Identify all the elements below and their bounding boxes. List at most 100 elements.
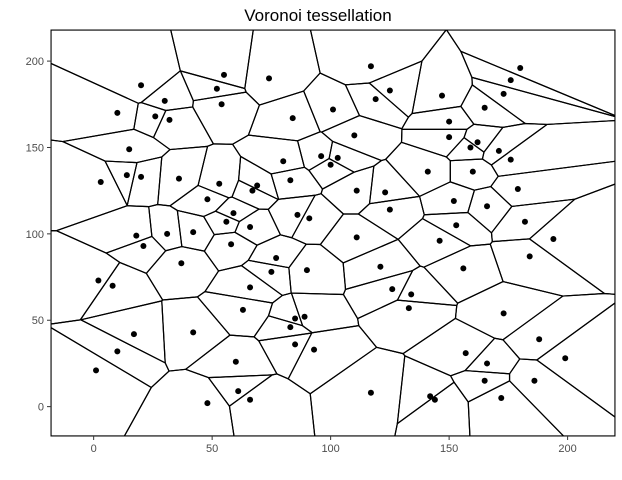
data-point bbox=[130, 331, 137, 338]
voronoi-cell bbox=[288, 243, 347, 296]
data-point bbox=[389, 286, 396, 293]
voronoi-cell bbox=[51, 30, 181, 104]
data-point bbox=[453, 222, 460, 229]
y-tick-label: 50 bbox=[32, 315, 44, 327]
data-point bbox=[126, 146, 133, 153]
data-point bbox=[164, 230, 171, 237]
data-point bbox=[521, 218, 528, 225]
voronoi-cell bbox=[270, 166, 324, 200]
x-tick-label: 200 bbox=[558, 443, 576, 455]
data-point bbox=[306, 215, 313, 222]
data-point bbox=[301, 313, 308, 320]
voronoi-cell bbox=[287, 325, 378, 395]
voronoi-cell bbox=[321, 114, 403, 162]
y-tick-label: 0 bbox=[38, 402, 44, 414]
data-point bbox=[230, 210, 237, 217]
voronoi-cell bbox=[385, 141, 451, 197]
voronoi-cell bbox=[423, 243, 504, 304]
data-point bbox=[474, 139, 481, 146]
data-point bbox=[123, 172, 130, 179]
data-point bbox=[481, 377, 488, 384]
data-point bbox=[138, 82, 145, 89]
data-point bbox=[161, 97, 168, 104]
data-point bbox=[95, 277, 102, 284]
data-point bbox=[280, 158, 287, 165]
chart-title: Voronoi tessellation bbox=[244, 6, 391, 25]
data-point bbox=[469, 168, 476, 175]
voronoi-cell bbox=[55, 205, 153, 254]
data-point bbox=[330, 106, 336, 113]
voronoi-cell bbox=[51, 62, 139, 143]
x-tick-label: 50 bbox=[206, 443, 218, 455]
voronoi-cell bbox=[528, 183, 615, 295]
voronoi-cell bbox=[214, 196, 260, 223]
voronoi-cell bbox=[368, 60, 423, 118]
voronoi-cell bbox=[402, 317, 496, 377]
data-point bbox=[190, 329, 197, 336]
data-point bbox=[462, 350, 469, 357]
voronoi-cell bbox=[536, 302, 615, 418]
voronoi-cell bbox=[490, 119, 615, 177]
data-point bbox=[232, 358, 239, 365]
data-point bbox=[292, 341, 299, 348]
data-point bbox=[427, 393, 434, 400]
data-point bbox=[249, 187, 256, 194]
data-point bbox=[152, 113, 159, 120]
data-point bbox=[367, 63, 374, 70]
data-point bbox=[536, 336, 543, 343]
data-point bbox=[495, 147, 502, 154]
voronoi-cell bbox=[196, 291, 274, 338]
data-point bbox=[405, 305, 412, 312]
data-point bbox=[178, 260, 185, 267]
voronoi-cell bbox=[418, 181, 476, 216]
voronoi-cell bbox=[357, 195, 425, 240]
data-point bbox=[351, 132, 358, 139]
data-point bbox=[204, 400, 211, 407]
plot-frame bbox=[50, 29, 616, 437]
y-tick-label: 200 bbox=[26, 56, 44, 68]
data-point bbox=[550, 236, 557, 243]
voronoi-cell bbox=[421, 211, 493, 247]
data-point bbox=[287, 177, 294, 184]
voronoi-cell bbox=[247, 90, 321, 142]
voronoi-cell bbox=[303, 72, 361, 133]
x-tick-label: 0 bbox=[91, 443, 97, 455]
y-tick-label: 150 bbox=[26, 142, 44, 154]
data-point bbox=[450, 198, 457, 205]
data-point bbox=[446, 118, 453, 125]
voronoi-cell bbox=[394, 381, 471, 436]
data-point bbox=[500, 90, 507, 97]
voronoi-cell bbox=[244, 30, 321, 106]
data-point bbox=[514, 185, 521, 192]
data-point bbox=[220, 71, 227, 78]
data-point bbox=[190, 229, 197, 236]
data-point bbox=[294, 211, 301, 218]
data-point bbox=[239, 306, 246, 313]
data-point bbox=[318, 153, 325, 160]
data-point bbox=[93, 367, 100, 374]
voronoi-cell bbox=[502, 292, 615, 361]
voronoi-cell bbox=[51, 319, 170, 389]
data-point bbox=[213, 85, 220, 92]
data-point bbox=[507, 156, 514, 163]
data-point bbox=[334, 154, 341, 161]
data-point bbox=[386, 206, 393, 213]
data-point bbox=[498, 394, 505, 401]
y-axis: 0 50 100 150 200 bbox=[26, 56, 51, 414]
voronoi-cell bbox=[291, 193, 345, 246]
data-point bbox=[436, 237, 443, 244]
data-point bbox=[372, 96, 379, 103]
data-point bbox=[114, 348, 121, 355]
y-tick-label: 100 bbox=[26, 229, 44, 241]
voronoi-cell bbox=[169, 184, 230, 218]
data-point bbox=[481, 104, 488, 111]
data-point bbox=[138, 173, 145, 180]
data-point bbox=[446, 134, 453, 141]
voronoi-cell bbox=[161, 296, 231, 372]
data-point bbox=[223, 218, 230, 225]
data-point bbox=[114, 109, 121, 116]
data-point bbox=[531, 377, 538, 384]
data-point bbox=[431, 396, 438, 403]
data-point bbox=[367, 389, 374, 396]
